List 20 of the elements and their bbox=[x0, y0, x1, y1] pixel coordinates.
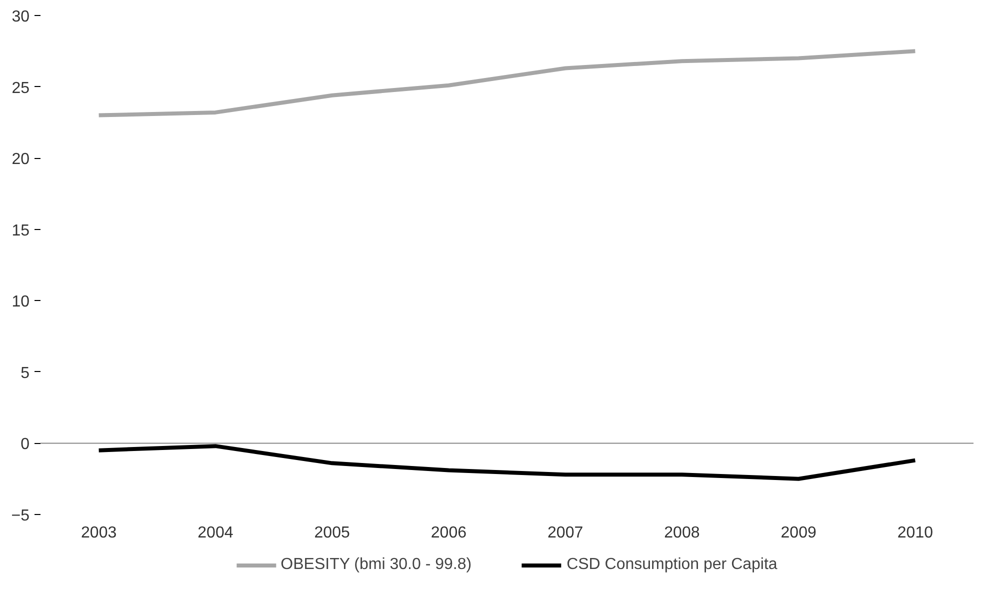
y-tick-label: 5 bbox=[20, 364, 30, 382]
x-tick-label: 2004 bbox=[198, 524, 234, 542]
x-tick-label: 2006 bbox=[430, 524, 467, 542]
x-tick-label: 2008 bbox=[664, 524, 700, 542]
x-tick-label: 2007 bbox=[548, 524, 584, 542]
line-series bbox=[96, 444, 918, 481]
line-series bbox=[96, 49, 918, 118]
legend-label: OBESITY (bmi 30.0 - 99.8) bbox=[280, 556, 472, 574]
y-tick-label: 15 bbox=[12, 222, 30, 240]
legend-label: CSD Consumption per Capita bbox=[566, 556, 778, 574]
y-tick-label: 30 bbox=[12, 8, 30, 26]
y-tick-label: 25 bbox=[12, 80, 30, 97]
y-tick-label: 20 bbox=[12, 151, 30, 168]
x-tick-label: 2009 bbox=[780, 524, 816, 542]
y-tick-label: −5 bbox=[11, 508, 30, 524]
x-tick-label: 2005 bbox=[314, 524, 350, 542]
y-tick-label: 0 bbox=[20, 436, 30, 454]
x-tick-label: 2003 bbox=[81, 524, 117, 542]
y-tick-label: 10 bbox=[12, 294, 30, 311]
x-tick-label: 2010 bbox=[897, 524, 934, 542]
